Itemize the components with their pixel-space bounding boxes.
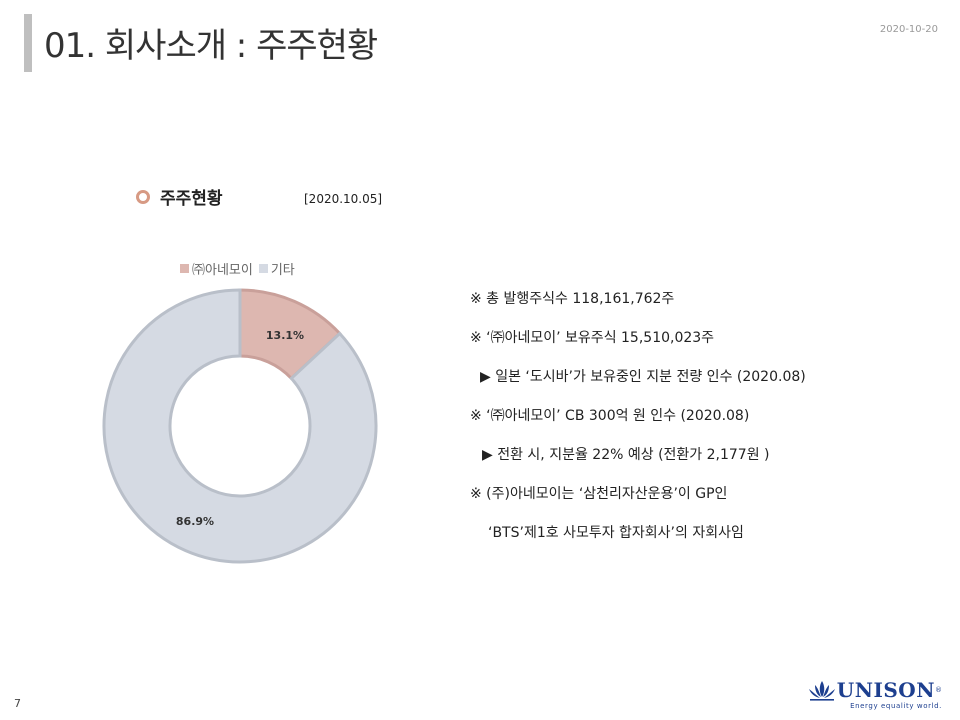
page-title: 01. 회사소개 : 주주현황 bbox=[44, 26, 378, 66]
legend-item-anemoi: ㈜아네모이 bbox=[180, 259, 253, 278]
section-title: 주주현황 bbox=[160, 189, 223, 209]
note-subsidiary-2: ‘BTS’제1호 사모투자 합자회사’의 자회사임 bbox=[488, 525, 744, 541]
title-accent-bar bbox=[24, 14, 32, 72]
slice-others bbox=[102, 288, 378, 564]
ring-bullet-icon bbox=[136, 189, 150, 204]
slice-label-others: 86.9% bbox=[176, 515, 214, 528]
logo-tagline: Energy equality world. bbox=[850, 702, 942, 710]
legend-swatch-anemoi bbox=[180, 264, 189, 273]
section-date: [2020.10.05] bbox=[304, 192, 383, 206]
note-subsidiary-1: ※ (주)아네모이는 ‘삼천리자산운용’이 GP인 bbox=[470, 486, 728, 502]
section-heading: 주주현황 bbox=[136, 184, 223, 209]
legend-label-anemoi: ㈜아네모이 bbox=[192, 263, 253, 278]
note-toshiba-acquisition: ▶ 일본 ‘도시바’가 보유중인 지분 전량 인수 (2020.08) bbox=[480, 369, 806, 385]
header-date: 2020-10-20 bbox=[879, 24, 938, 35]
shareholder-donut-chart: 13.1% 86.9% bbox=[102, 288, 378, 564]
lotus-logo-icon bbox=[808, 681, 835, 701]
note-conversion: ▶ 전환 시, 지분율 22% 예상 (전환가 2,177원 ) bbox=[482, 447, 770, 463]
notes-list: ※ 총 발행주식수 118,161,762주 ※ ‘㈜아네모이’ 보유주식 15… bbox=[470, 288, 950, 561]
note-cb-acquisition: ※ ‘㈜아네모이’ CB 300억 원 인수 (2020.08) bbox=[470, 408, 750, 424]
company-logo: UNISON ® Energy equality world. bbox=[807, 678, 942, 710]
logo-registered-mark: ® bbox=[935, 686, 942, 694]
legend-swatch-others bbox=[258, 264, 268, 273]
legend-item-others: 기타 bbox=[258, 259, 295, 278]
slice-label-anemoi: 13.1% bbox=[266, 329, 304, 342]
legend-label-others: 기타 bbox=[270, 263, 295, 278]
note-total-shares: ※ 총 발행주식수 118,161,762주 bbox=[470, 291, 675, 307]
logo-wordmark: UNISON bbox=[836, 678, 935, 702]
page-number: 7 bbox=[14, 697, 21, 710]
chart-legend: ㈜아네모이 기타 bbox=[180, 259, 301, 278]
note-anemoi-shares: ※ ‘㈜아네모이’ 보유주식 15,510,023주 bbox=[470, 330, 715, 346]
